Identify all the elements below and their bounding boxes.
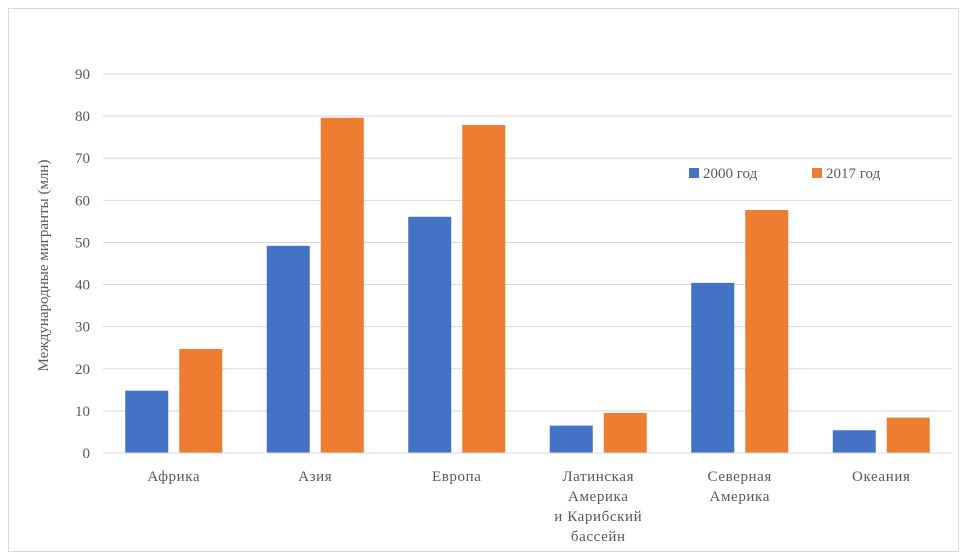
x-tick-label: Африка bbox=[147, 469, 200, 485]
y-tick-label: 60 bbox=[75, 193, 90, 209]
y-tick-label: 10 bbox=[75, 404, 90, 420]
gridlines bbox=[103, 73, 952, 412]
x-tick-label: Европа bbox=[432, 469, 482, 485]
bar bbox=[886, 417, 930, 453]
bar bbox=[691, 282, 735, 453]
y-tick-label: 70 bbox=[75, 151, 90, 167]
y-tick-label: 80 bbox=[75, 109, 90, 125]
legend-label: 2017 год bbox=[826, 166, 881, 182]
x-axis-labels: Африка Азия Европа Латинская Америка и Карибс… bbox=[147, 469, 910, 545]
y-tick-label: 40 bbox=[75, 278, 90, 294]
y-axis-title: Международные мигранты (млн) bbox=[36, 160, 52, 372]
bar bbox=[179, 348, 223, 453]
y-tick-label: 0 bbox=[83, 446, 91, 462]
y-axis-ticks: 0 10 20 30 40 50 60 70 80 90 bbox=[75, 67, 90, 462]
legend: 2000 год 2017 год bbox=[689, 166, 881, 182]
bar bbox=[603, 412, 647, 453]
x-tick-label: Океания bbox=[852, 469, 910, 485]
x-tick-label: Северная Америка bbox=[708, 469, 772, 505]
bar bbox=[462, 124, 506, 454]
y-tick-label: 50 bbox=[75, 235, 90, 251]
bar bbox=[320, 117, 364, 453]
bars bbox=[125, 117, 930, 454]
x-tick-label: Азия bbox=[298, 469, 332, 485]
y-tick-label: 90 bbox=[75, 67, 90, 83]
legend-label: 2000 год bbox=[703, 166, 758, 182]
y-tick-label: 20 bbox=[75, 362, 90, 378]
bar bbox=[549, 425, 593, 453]
x-tick-label: Латинская Америка и Карибский бассейн bbox=[554, 469, 642, 545]
legend-swatch bbox=[812, 168, 822, 178]
bar bbox=[832, 430, 876, 453]
bar bbox=[745, 210, 789, 453]
bar bbox=[125, 390, 169, 453]
bar bbox=[266, 245, 310, 453]
legend-swatch bbox=[689, 168, 699, 178]
bar bbox=[408, 216, 452, 453]
y-tick-label: 30 bbox=[75, 320, 90, 336]
